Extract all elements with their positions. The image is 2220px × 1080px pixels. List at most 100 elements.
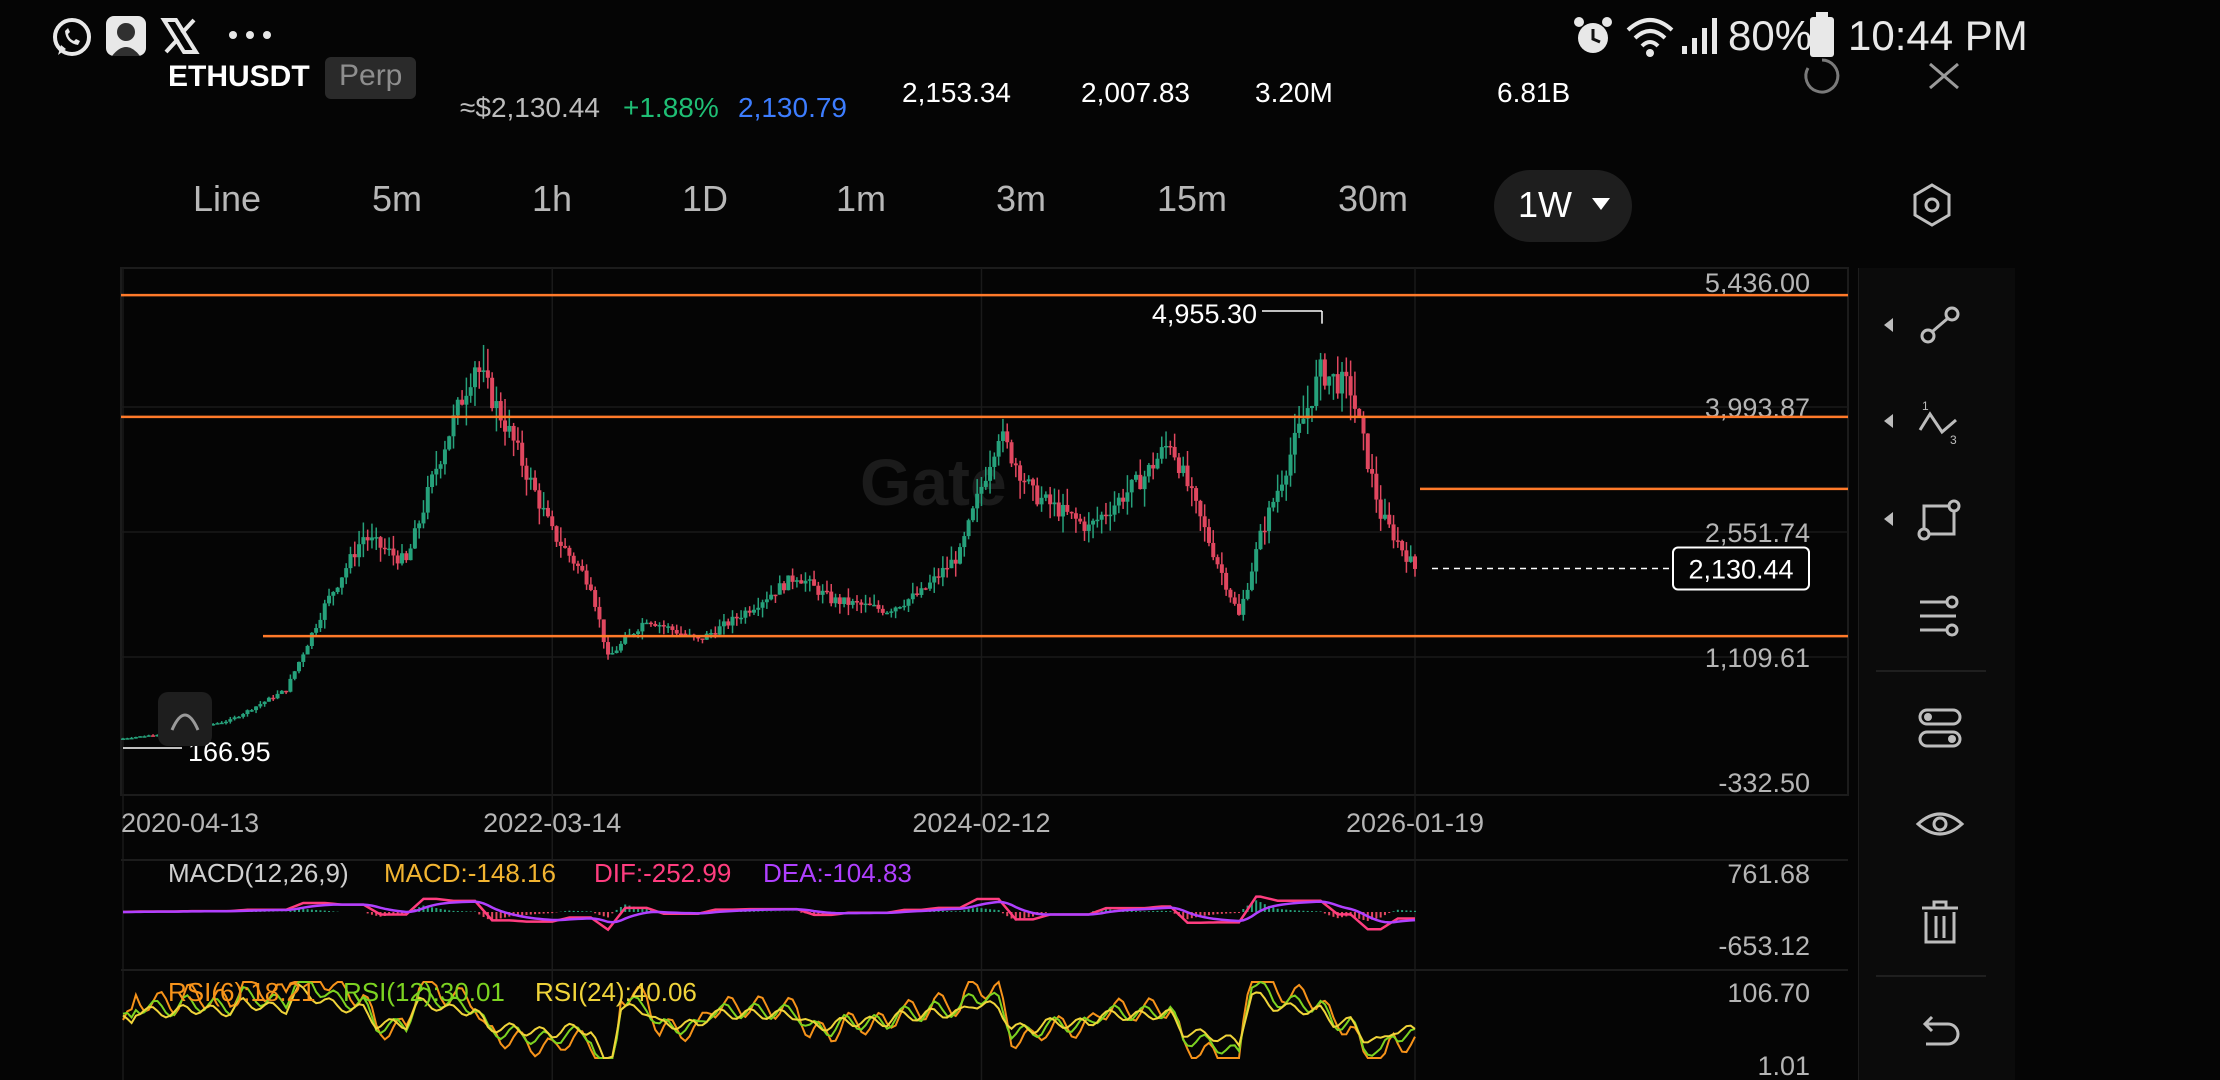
battery-icon	[1810, 12, 1834, 57]
tab-1m[interactable]: 1m	[835, 178, 887, 219]
candle-body	[1198, 500, 1203, 517]
trash-icon[interactable]	[1912, 894, 1968, 950]
candle-body	[614, 650, 619, 654]
undo-icon[interactable]	[1912, 1004, 1968, 1060]
candle-body	[988, 466, 993, 481]
candle-body	[1219, 564, 1224, 573]
candle-body	[1309, 405, 1314, 409]
candle-body	[404, 553, 409, 561]
candle-body	[528, 477, 533, 480]
candle-body	[125, 738, 130, 740]
shape-tool-icon[interactable]	[1912, 492, 1968, 548]
candle-body	[1181, 465, 1186, 474]
candle-body	[1301, 418, 1306, 424]
macd-dif-label: DIF:-252.99	[594, 858, 731, 888]
expand-caret-icon[interactable]	[1884, 318, 1893, 332]
candle-body	[369, 537, 374, 541]
price-change: +1.88%	[623, 92, 719, 123]
whatsapp-icon	[53, 18, 91, 56]
close-icon[interactable]	[1926, 62, 1962, 90]
candle-body	[1271, 501, 1276, 508]
tab-30m[interactable]: 30m	[1337, 178, 1409, 219]
candle-body	[1056, 502, 1061, 517]
candle-body	[322, 603, 327, 620]
candle-body	[893, 607, 898, 612]
candle-body	[648, 622, 653, 625]
candle-body	[854, 601, 859, 603]
tab-3m[interactable]: 3m	[995, 178, 1047, 219]
candle-body	[327, 595, 332, 604]
tab-1d[interactable]: 1D	[681, 178, 729, 219]
refresh-icon[interactable]	[1802, 56, 1842, 96]
fib-tool-icon[interactable]	[1912, 588, 1968, 644]
profile-app-icon	[106, 16, 146, 56]
candle-body	[224, 721, 229, 724]
candle-body	[653, 623, 658, 626]
candle-body	[1176, 457, 1181, 474]
candle-body	[1395, 540, 1400, 542]
candle-body	[348, 554, 353, 569]
candle-body	[151, 735, 156, 737]
candle-body	[567, 547, 572, 556]
candle-body	[331, 592, 336, 596]
candle-body	[374, 537, 379, 539]
symbol-name[interactable]: ETHUSDT	[168, 60, 310, 93]
candle-body	[683, 633, 688, 636]
expand-caret-icon[interactable]	[1884, 512, 1893, 526]
candle-body	[554, 526, 559, 542]
date-axis-label: 2020-04-13	[121, 808, 259, 838]
candle-body	[584, 570, 589, 585]
hexagon-settings-icon[interactable]	[1910, 182, 1954, 228]
candle-body	[1275, 490, 1280, 502]
wave-tool-icon[interactable]: 1 3	[1912, 396, 1968, 452]
contract-type-badge: Perp	[325, 57, 417, 99]
candle-body	[927, 582, 932, 589]
candle-body	[1370, 469, 1375, 474]
candle-body	[983, 480, 988, 487]
x-app-icon	[160, 18, 200, 54]
rsi-pane	[122, 980, 1416, 1059]
candle-body	[601, 619, 606, 643]
candle-body	[923, 588, 928, 590]
date-axis-label: 2024-02-12	[912, 808, 1050, 838]
candle-body	[545, 507, 550, 517]
candle-body	[743, 610, 748, 618]
tab-5m[interactable]: 5m	[371, 178, 423, 219]
eye-icon[interactable]	[1912, 796, 1968, 852]
candle-body	[721, 621, 726, 627]
candle-body	[391, 548, 396, 556]
line-tool-icon[interactable]	[1912, 298, 1968, 354]
svg-text:1: 1	[1922, 399, 1929, 413]
candle-body	[357, 544, 362, 558]
candle-body	[121, 738, 125, 740]
candle-body	[1297, 423, 1302, 433]
tab-line[interactable]: Line	[192, 178, 262, 219]
tab-15m[interactable]: 15m	[1156, 178, 1228, 219]
candle-body	[382, 547, 387, 550]
candle-body	[1013, 463, 1018, 466]
drawings-manager-icon[interactable]	[1912, 700, 1968, 756]
candle-body	[859, 602, 864, 605]
candle-body	[249, 710, 254, 712]
candle-body	[1129, 479, 1134, 493]
low-24h: 2,007.83	[1081, 77, 1190, 108]
macd-dea-label: DEA:-104.83	[763, 858, 912, 888]
tab-1h[interactable]: 1h	[531, 178, 573, 219]
candle-body	[430, 474, 435, 487]
candle-body	[1314, 376, 1319, 406]
candle-body	[1112, 505, 1117, 515]
expand-caret-icon[interactable]	[1884, 414, 1893, 428]
candle-body	[417, 523, 422, 529]
candle-body	[644, 622, 649, 625]
candle-body	[777, 583, 782, 595]
candle-body	[623, 636, 628, 644]
candle-body	[640, 622, 645, 632]
candle-body	[1082, 521, 1087, 531]
candle-body	[464, 395, 469, 405]
candle-body	[1095, 519, 1100, 522]
candle-body	[408, 548, 413, 561]
mark-price: 2,130.79	[738, 92, 847, 123]
candle-body	[142, 736, 147, 738]
candle-body	[481, 370, 486, 373]
